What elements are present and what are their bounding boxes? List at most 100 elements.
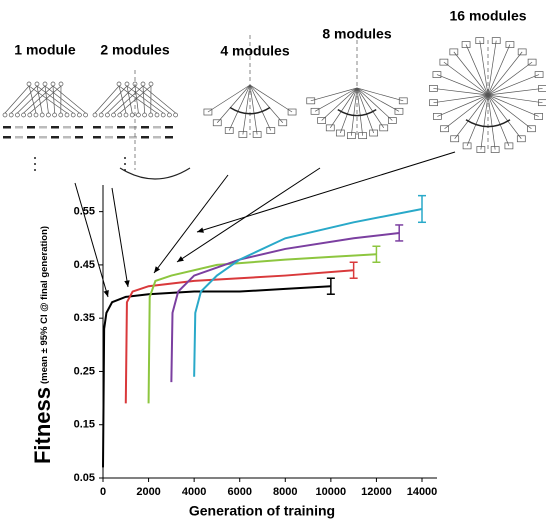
diagram-edge: [436, 74, 489, 96]
diagram-edge: [487, 40, 497, 96]
diagram-node: [58, 81, 64, 87]
x-tick-label: 4000: [182, 486, 206, 498]
series-line: [193, 207, 423, 377]
diagram-bit: [75, 136, 83, 139]
diagram-edge: [113, 85, 144, 114]
x-tick-label: 0: [100, 486, 106, 498]
module-label: 4 modules: [220, 43, 289, 59]
diagram-box: [369, 129, 379, 137]
pointer-head: [103, 290, 109, 297]
diagram-bit: [153, 126, 161, 129]
diagram-box: [358, 132, 368, 140]
diagram-edge: [44, 85, 80, 114]
y-label-note: (mean ± 95% CI @ final generation): [39, 226, 50, 384]
diagram-edge: [321, 87, 358, 121]
pointer: [153, 174, 229, 274]
diagram-node: [70, 112, 76, 118]
diagram-edge: [340, 87, 358, 134]
error-bar: [372, 245, 381, 263]
diagram-box: [203, 108, 213, 116]
diagram-edge: [329, 87, 358, 129]
diagram-edge: [487, 94, 532, 130]
diagram-box: [252, 131, 262, 138]
diagram-edge: [350, 87, 358, 136]
diagram-bit: [153, 136, 161, 139]
diagram-bit: [3, 136, 11, 139]
diagram-edge: [487, 61, 533, 96]
diagram-box: [461, 41, 471, 48]
diagram-box: [439, 58, 449, 66]
error-bar: [395, 224, 404, 242]
pointer-head: [124, 280, 130, 287]
diagram-node: [117, 112, 123, 118]
diagram-bit: [39, 136, 47, 139]
diagram-arc: [119, 167, 191, 180]
series-line: [170, 231, 400, 383]
diagram-box: [516, 135, 526, 143]
diagram-bit: [51, 126, 59, 129]
diagram-bit: [165, 136, 173, 139]
diagram-edge: [487, 74, 540, 96]
error-bar: [349, 261, 358, 279]
series-line: [124, 269, 354, 404]
diagram-edge: [28, 85, 68, 114]
diagram-edge: [466, 94, 489, 146]
diagram-node: [142, 112, 147, 118]
pointer: [196, 151, 456, 233]
y-tick-label: 0.35: [74, 312, 95, 324]
diagram-node: [105, 112, 110, 118]
diagram-edge: [487, 94, 539, 117]
diagram-bit: [105, 126, 113, 129]
diagram-box: [394, 107, 404, 115]
diagram-node: [167, 112, 172, 118]
diagram-node: [42, 81, 48, 87]
diagram-edge: [487, 94, 543, 104]
diagram-edge: [4, 85, 30, 114]
diagram-edge: [10, 85, 38, 114]
diagram-edge: [356, 87, 393, 121]
x-tick-label: 10000: [316, 486, 347, 498]
diagram-box: [398, 97, 408, 105]
x-tick-label: 6000: [227, 486, 251, 498]
diagram-dot: [34, 157, 36, 159]
diagram-node: [27, 112, 33, 118]
diagram-box: [325, 124, 335, 132]
diagram-box: [450, 135, 460, 143]
diagram-edge: [142, 85, 176, 114]
diagram-node: [34, 81, 40, 87]
diagram-edge: [94, 85, 120, 114]
diagram-box: [538, 85, 546, 92]
diagram-node: [64, 112, 70, 118]
diagram-edge: [36, 85, 74, 114]
diagram-node: [2, 112, 8, 118]
diagram-bit: [93, 136, 101, 139]
diagram-node: [8, 112, 14, 118]
diagram-edge: [356, 87, 364, 136]
diagram-box: [476, 146, 486, 153]
diagram-bit: [93, 126, 101, 129]
diagram-edge: [487, 94, 510, 146]
diagram-box: [238, 131, 248, 138]
diagram-edge: [433, 94, 489, 104]
module-label: 8 modules: [322, 26, 391, 42]
series-line: [102, 285, 331, 468]
diagram-arc: [337, 108, 377, 117]
diagram-node: [154, 112, 160, 118]
diagram-arc: [465, 119, 511, 128]
diagram-node: [58, 112, 64, 118]
diagram-edge: [36, 85, 43, 114]
diagram-node: [116, 81, 122, 87]
diagram-box: [317, 117, 327, 124]
diagram-edge: [126, 85, 133, 114]
diagram-box: [310, 107, 320, 115]
diagram-edge: [118, 85, 158, 114]
diagram-box: [462, 142, 472, 150]
diagram-box: [212, 119, 222, 127]
module-label: 16 modules: [449, 8, 526, 24]
diagram-edge: [134, 85, 170, 114]
diagram-edge: [356, 87, 385, 129]
diagram-box: [534, 113, 544, 120]
diagram-bit: [75, 126, 83, 129]
diagram-box: [432, 71, 442, 78]
